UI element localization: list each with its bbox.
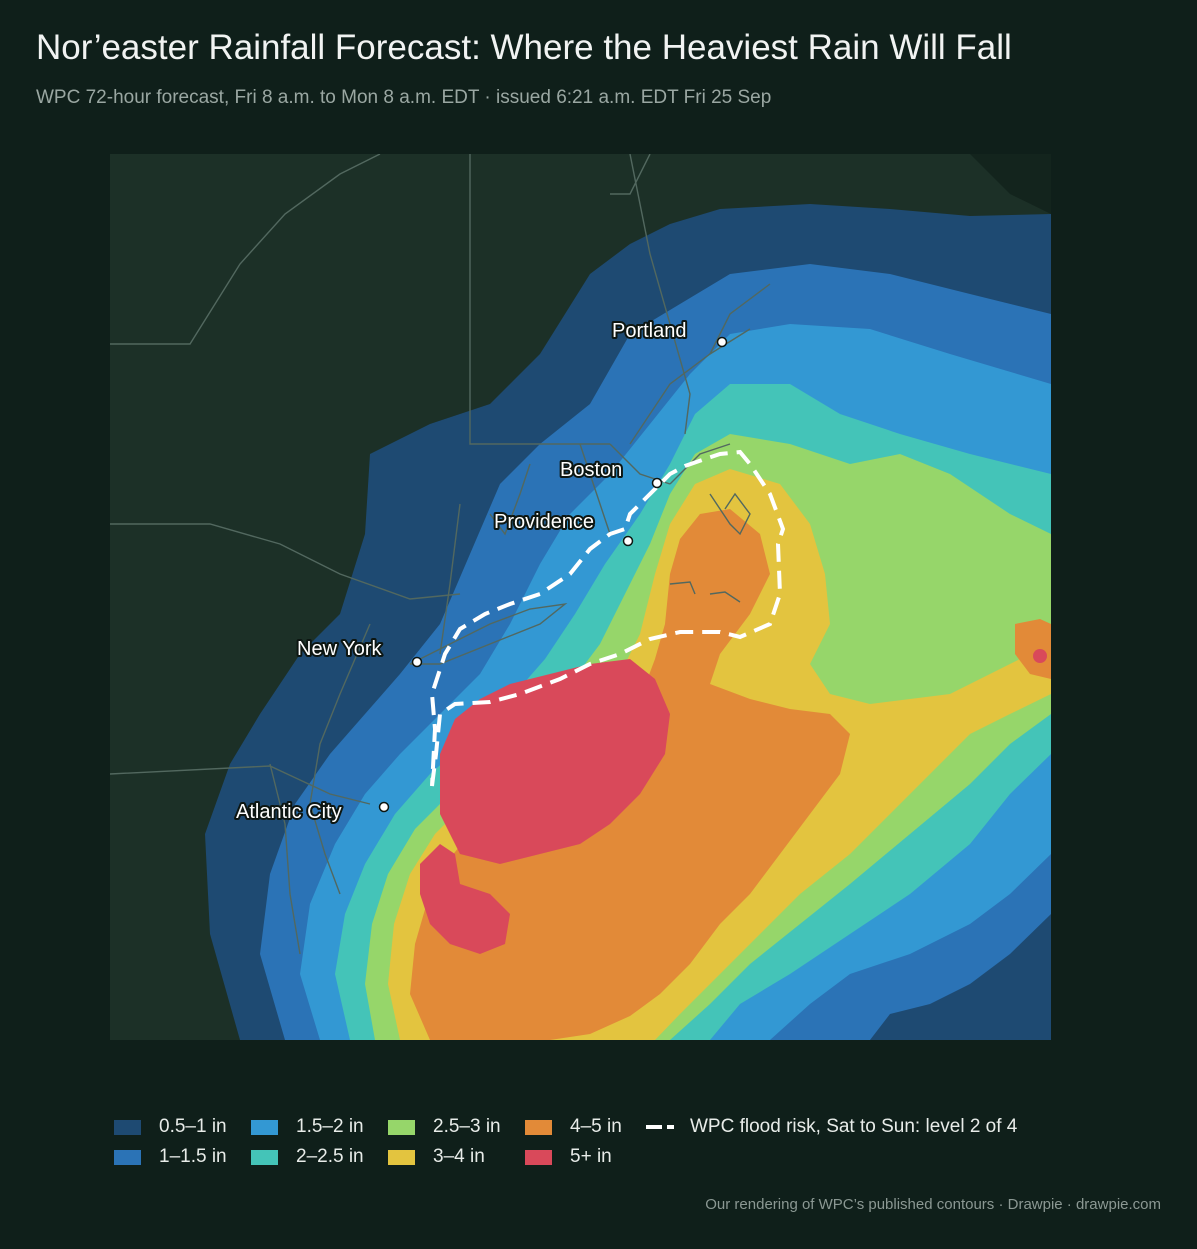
long-island <box>409 602 568 665</box>
city-marker-atlantic-city <box>378 801 390 813</box>
rainfall-bands <box>205 204 1051 1040</box>
state-borders <box>110 154 771 955</box>
legend-label: 4–5 in <box>570 1116 622 1137</box>
flood-dash-swatch <box>646 1125 676 1129</box>
footer-credit: Our rendering of WPC’s published contour… <box>705 1196 1161 1213</box>
legend-swatch <box>525 1119 552 1135</box>
legend-item-3-4: 3–4 in <box>388 1142 525 1172</box>
legend-swatch <box>114 1149 141 1165</box>
band-4-5-east <box>1015 619 1051 679</box>
gulf-of-maine-water <box>970 154 1051 214</box>
city-label-atlantic-city: Atlantic City <box>236 801 342 823</box>
legend-item-1-5-2: 1.5–2 in <box>251 1112 388 1142</box>
city-label-providence: Providence <box>494 511 594 533</box>
legend-item-0-5-1: 0.5–1 in <box>114 1112 251 1142</box>
legend-swatch <box>114 1119 141 1135</box>
legend-swatch <box>251 1119 278 1135</box>
legend-label: 2.5–3 in <box>433 1116 501 1137</box>
flood-risk-outline <box>429 449 786 787</box>
city-label-new-york: New York <box>297 638 382 660</box>
city-markers <box>378 336 728 813</box>
city-label-portland: Portland <box>612 320 687 342</box>
legend: 0.5–1 in 1–1.5 in 1.5–2 in 2–2.5 in 2.5–… <box>114 1112 1017 1172</box>
legend-label: 2–2.5 in <box>296 1146 364 1167</box>
legend-flood-label: WPC flood risk, Sat to Sun: level 2 of 4 <box>690 1116 1018 1137</box>
band-5-plus-main <box>440 659 670 864</box>
legend-swatch <box>251 1149 278 1165</box>
legend-label: 3–4 in <box>433 1146 485 1167</box>
city-marker-boston <box>651 477 663 489</box>
rainfall-map[interactable]: Portland Boston Providence New York Atla… <box>110 154 1051 1040</box>
chart-title: Nor’easter Rainfall Forecast: Where the … <box>36 28 1012 67</box>
legend-label: 5+ in <box>570 1146 612 1167</box>
chart-subtitle: WPC 72-hour forecast, Fri 8 a.m. to Mon … <box>36 87 772 108</box>
cape-cod <box>709 492 751 536</box>
legend-label: 1.5–2 in <box>296 1116 364 1137</box>
city-label-boston: Boston <box>560 459 622 481</box>
band-5-plus-east <box>1033 649 1047 663</box>
legend-item-2-2-5: 2–2.5 in <box>251 1142 388 1172</box>
legend-label: 1–1.5 in <box>159 1146 227 1167</box>
legend-item-flood-risk: WPC flood risk, Sat to Sun: level 2 of 4 <box>646 1112 1017 1142</box>
legend-label: 0.5–1 in <box>159 1116 227 1137</box>
city-marker-portland <box>716 336 728 348</box>
legend-item-5-plus: 5+ in <box>525 1142 646 1172</box>
legend-swatch <box>525 1149 552 1165</box>
city-labels: Portland Boston Providence New York Atla… <box>234 318 689 825</box>
city-marker-new-york <box>411 656 423 668</box>
band-5-plus-south <box>420 844 510 954</box>
legend-swatch <box>388 1149 415 1165</box>
legend-item-2-5-3: 2.5–3 in <box>388 1112 525 1142</box>
legend-item-4-5: 4–5 in <box>525 1112 646 1142</box>
legend-item-1-1-5: 1–1.5 in <box>114 1142 251 1172</box>
city-marker-providence <box>622 535 634 547</box>
legend-swatch <box>388 1119 415 1135</box>
